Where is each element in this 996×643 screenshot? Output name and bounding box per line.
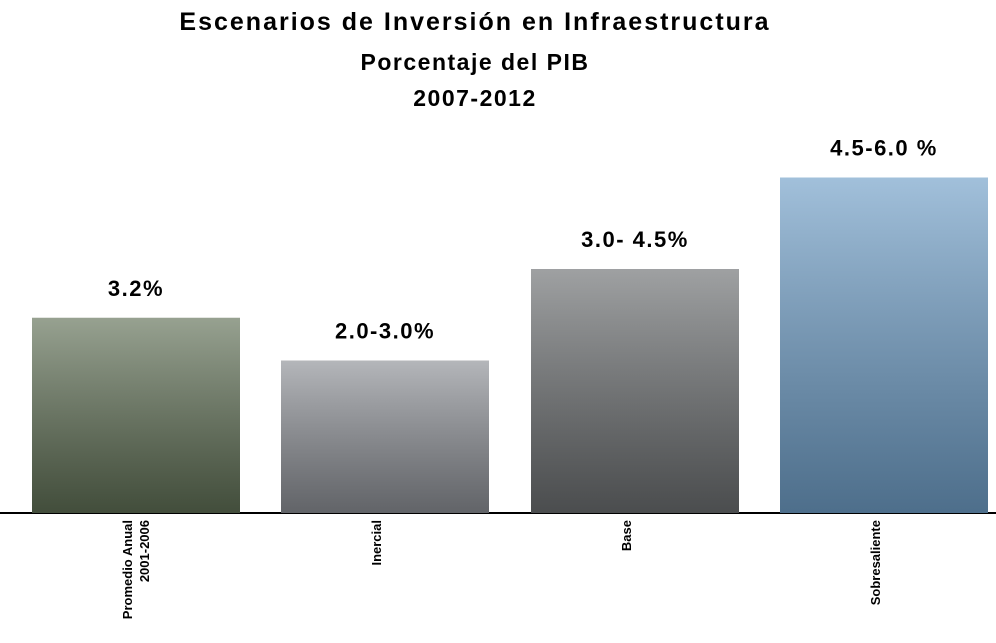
value-label: 3.2% (108, 276, 164, 301)
x-tick-label: Inercial (369, 520, 384, 566)
x-tick-label: Base (619, 520, 634, 552)
chart-title: Escenarios de Inversión en Infraestructu… (179, 8, 770, 36)
bar-shade (780, 177, 988, 513)
value-label: 4.5-6.0 % (830, 136, 938, 161)
value-label: 2.0-3.0% (335, 319, 435, 344)
bar-shade (32, 317, 240, 513)
x-tick-label: Sobresaliente (868, 520, 883, 606)
x-tick-label: Promedio Anual 2001-2006 (120, 520, 152, 620)
chart-period: 2007-2012 (413, 85, 537, 111)
bar-shade (281, 360, 489, 513)
bar-shade (531, 269, 739, 513)
value-label: 3.0- 4.5% (581, 227, 689, 252)
chart-subtitle: Porcentaje del PIB (361, 49, 590, 75)
